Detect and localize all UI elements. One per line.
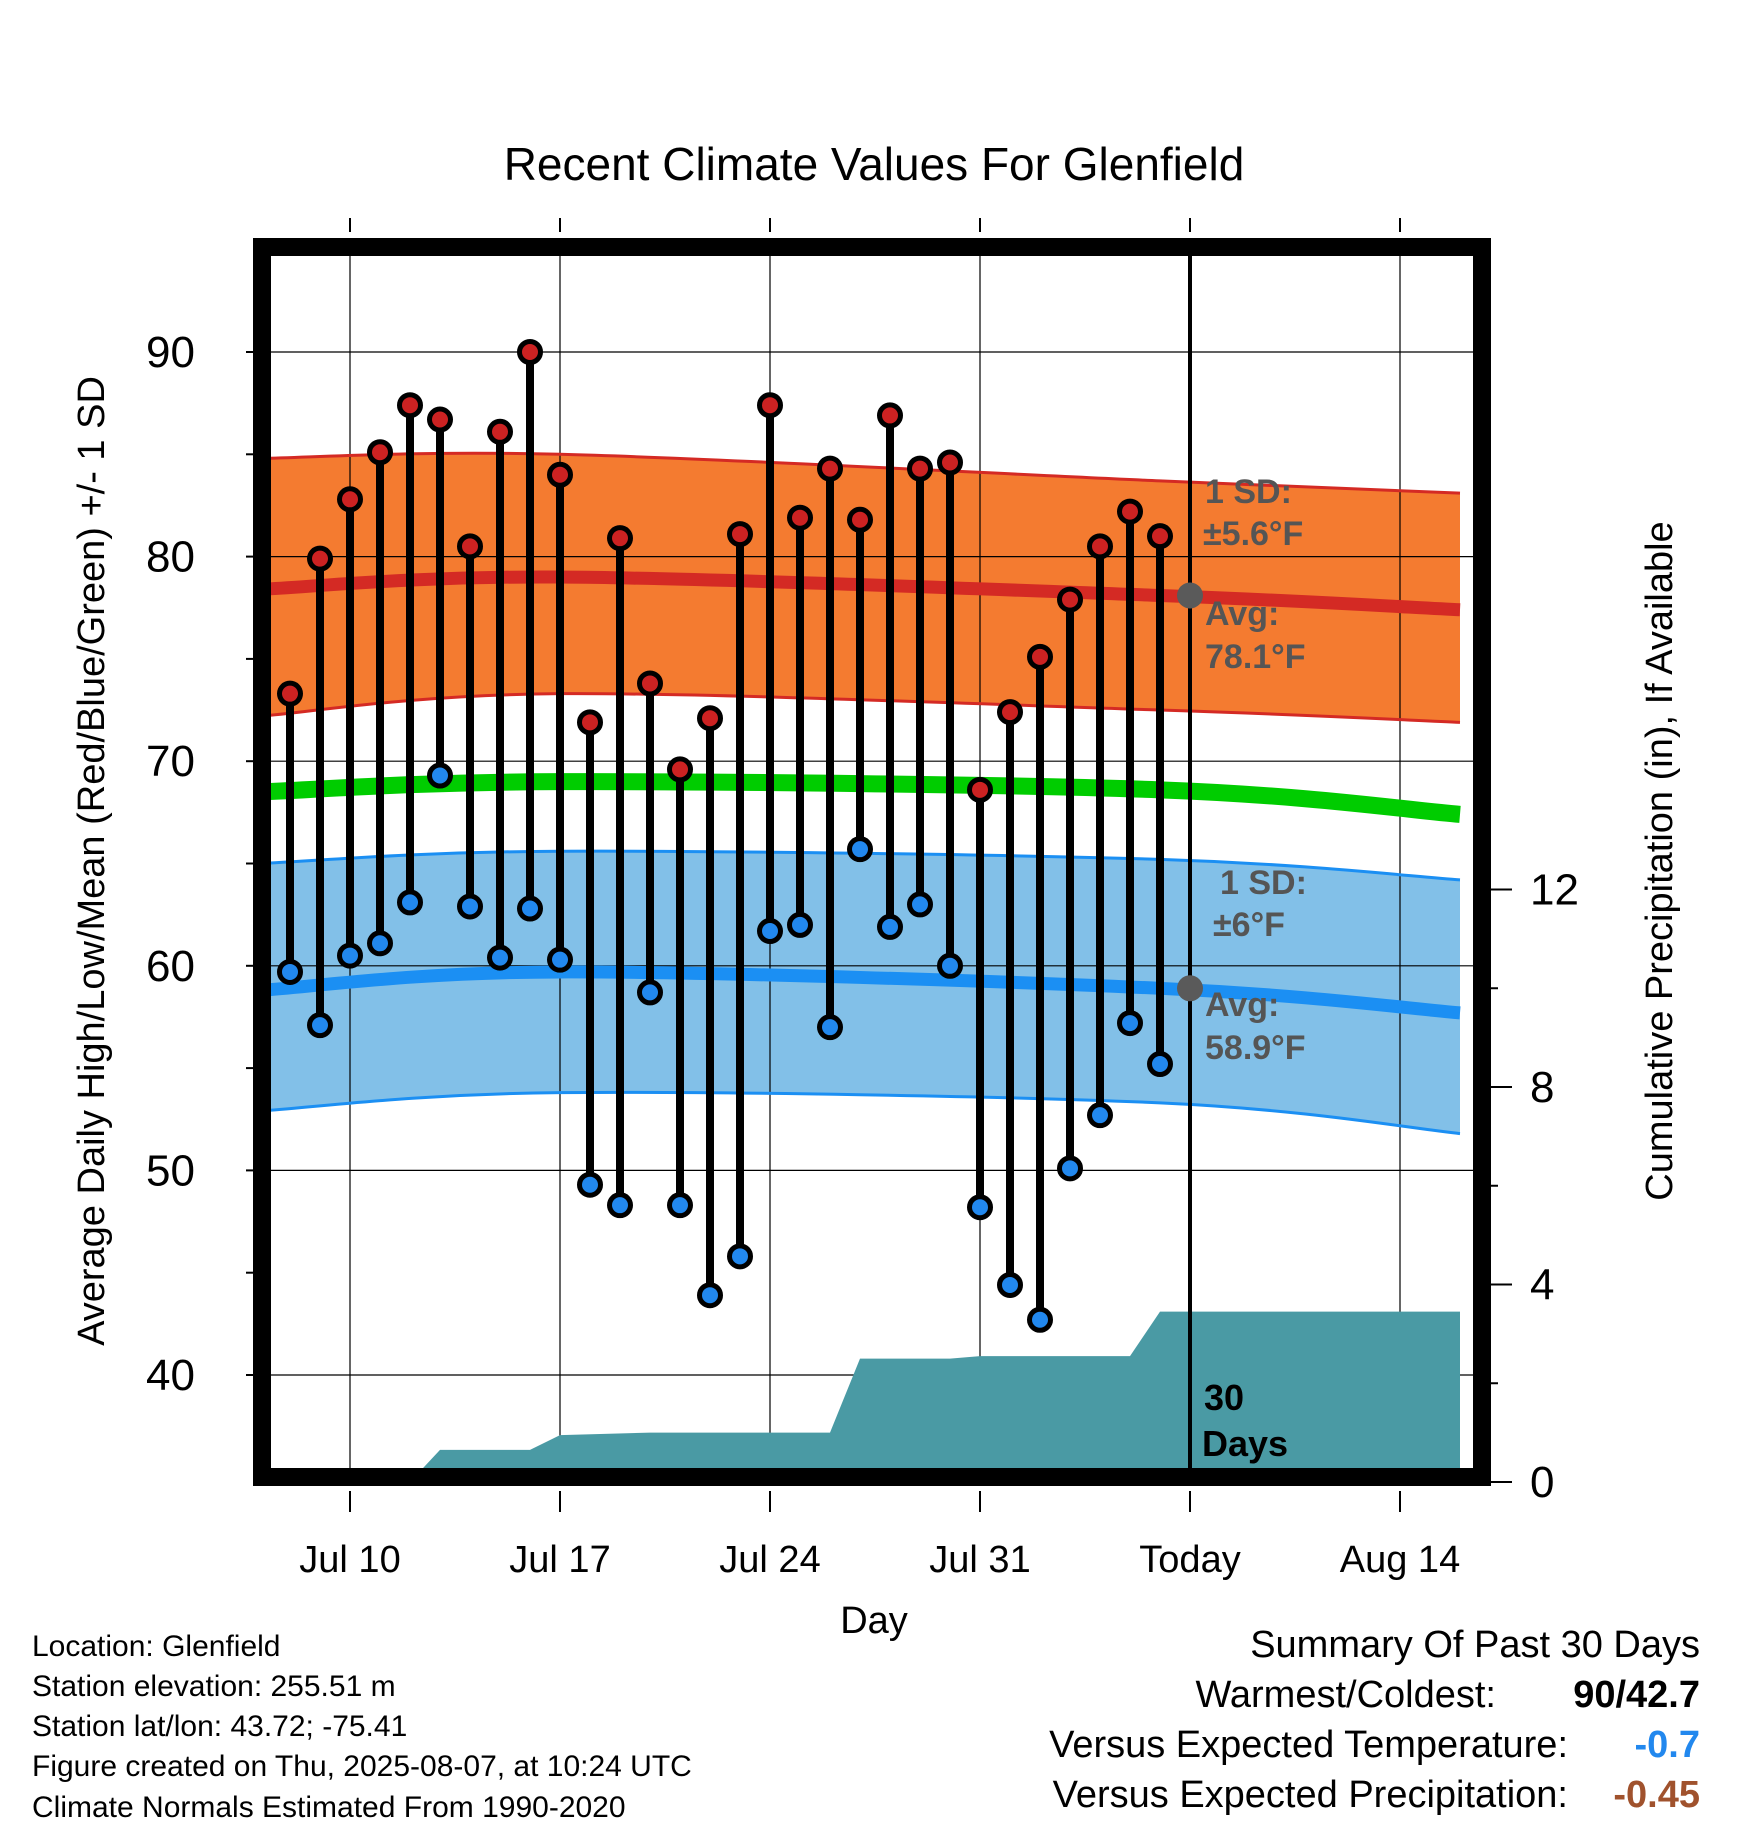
- high-sd-label: 1 SD:: [1205, 473, 1292, 511]
- y-axis-label: Average Daily High/Low/Mean (Red/Blue/Gr…: [71, 376, 113, 1346]
- daily-low-point: [367, 930, 393, 957]
- daily-high-point: [547, 461, 573, 488]
- daily-low-point: [487, 944, 513, 971]
- y2-tick-label: 8: [1530, 1063, 1554, 1112]
- daily-low-point: [457, 893, 483, 920]
- precip-area: [410, 1311, 1460, 1477]
- daily-low-point: [517, 895, 543, 922]
- x-tick-label: Jul 24: [719, 1539, 820, 1581]
- x-tick-label: Aug 14: [1340, 1539, 1460, 1581]
- daily-high-point: [997, 699, 1023, 726]
- daily-high-point: [667, 756, 693, 783]
- daily-high-point: [577, 709, 603, 736]
- daily-high-point: [307, 545, 333, 572]
- period-label-number: 30: [1204, 1377, 1244, 1418]
- daily-low-point: [607, 1192, 633, 1219]
- period-label-unit: Days: [1202, 1423, 1288, 1464]
- y2-tick-label: 0: [1530, 1458, 1554, 1507]
- daily-low-point: [727, 1243, 753, 1270]
- daily-low-point: [1087, 1102, 1113, 1129]
- high-avg-label: Avg:: [1205, 595, 1279, 633]
- daily-low-point: [847, 836, 873, 863]
- today-high-avg-marker: [1177, 582, 1203, 609]
- daily-low-point: [577, 1171, 603, 1198]
- daily-low-point: [307, 1012, 333, 1039]
- daily-high-point: [457, 533, 483, 560]
- daily-low-point: [937, 952, 963, 979]
- daily-high-point: [817, 455, 843, 482]
- daily-low-point: [427, 762, 453, 789]
- high-sd-value: ±5.6°F: [1203, 515, 1303, 553]
- daily-high-point: [367, 439, 393, 466]
- daily-high-point: [1087, 533, 1113, 560]
- low-sd-value: ±6°F: [1213, 906, 1285, 944]
- low-avg-label: Avg:: [1205, 986, 1279, 1024]
- y-tick-label: 50: [146, 1146, 195, 1195]
- daily-low-point: [877, 913, 903, 940]
- daily-low-point: [1057, 1155, 1083, 1182]
- daily-high-point: [637, 670, 663, 697]
- daily-low-point: [697, 1282, 723, 1309]
- plot-frame: [253, 238, 1491, 1486]
- y-tick-label: 60: [146, 942, 195, 991]
- daily-low-point: [1027, 1306, 1053, 1333]
- today-low-avg-marker: [1177, 975, 1203, 1002]
- daily-high-point: [937, 449, 963, 476]
- high-avg-value: 78.1°F: [1205, 638, 1306, 676]
- daily-low-point: [637, 979, 663, 1006]
- daily-high-point: [517, 339, 543, 365]
- y2-tick-label: 4: [1530, 1261, 1554, 1310]
- x-tick-label: Jul 17: [509, 1539, 610, 1581]
- low-sd-label: 1 SD:: [1220, 864, 1307, 902]
- x-tick-label: Jul 10: [299, 1539, 400, 1581]
- daily-low-point: [397, 889, 423, 916]
- daily-high-point: [967, 776, 993, 803]
- daily-low-point: [667, 1192, 693, 1219]
- y-tick-label: 90: [146, 328, 195, 377]
- y2-axis-label: Cumulative Precipitation (in), If Availa…: [1639, 521, 1681, 1200]
- daily-low-point: [997, 1271, 1023, 1298]
- daily-high-point: [1027, 643, 1053, 670]
- daily-low-point: [337, 942, 363, 969]
- x-axis-label: Day: [840, 1600, 908, 1642]
- daily-high-point: [337, 486, 363, 513]
- daily-low-point: [907, 891, 933, 918]
- daily-high-point: [607, 525, 633, 552]
- x-tick-label: Jul 31: [929, 1539, 1030, 1581]
- y-tick-label: 70: [146, 737, 195, 786]
- daily-high-point: [697, 705, 723, 732]
- low-avg-value: 58.9°F: [1205, 1029, 1306, 1067]
- daily-high-point: [277, 680, 303, 707]
- chart-title: Recent Climate Values For Glenfield: [504, 138, 1245, 190]
- daily-high-point: [487, 418, 513, 445]
- low-sd-lower-line: [262, 1090, 1461, 1136]
- low-avg-line: [262, 965, 1461, 1020]
- daily-high-point: [877, 402, 903, 429]
- daily-low-point: [787, 911, 813, 938]
- daily-high-point: [727, 521, 753, 548]
- x-tick-label: Today: [1139, 1539, 1240, 1581]
- daily-high-point: [847, 506, 873, 533]
- y-tick-label: 40: [146, 1351, 195, 1400]
- daily-high-point: [1057, 586, 1083, 613]
- daily-low-point: [757, 918, 783, 945]
- daily-high-point: [757, 392, 783, 419]
- daily-low-point: [1117, 1010, 1143, 1037]
- y2-tick-label: 12: [1530, 866, 1579, 915]
- daily-high-point: [397, 392, 423, 419]
- plot-area: 30 Days 1 SD: ±5.6°F Avg: 78.1°F 1 SD: ±6°F Avg:…: [146, 218, 1579, 1581]
- daily-low-point: [547, 946, 573, 973]
- daily-high-point: [1147, 523, 1173, 550]
- daily-high-point: [427, 406, 453, 433]
- daily-low-point: [1147, 1051, 1173, 1078]
- daily-low-point: [967, 1194, 993, 1221]
- daily-high-point: [1117, 498, 1143, 525]
- y-tick-label: 80: [146, 533, 195, 582]
- daily-low-point: [817, 1014, 843, 1041]
- daily-low-point: [277, 958, 303, 985]
- daily-high-point: [907, 455, 933, 482]
- daily-high-point: [787, 504, 813, 531]
